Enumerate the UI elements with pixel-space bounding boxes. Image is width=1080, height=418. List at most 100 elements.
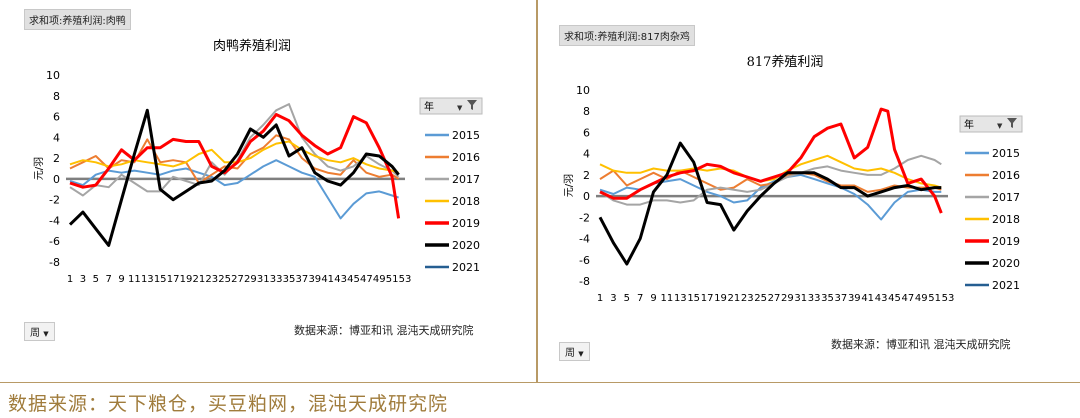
y-tick-label: 6: [583, 126, 590, 139]
x-tick-label: 47: [901, 293, 914, 304]
y-tick-label: 4: [583, 148, 590, 161]
x-tick-label: 9: [118, 274, 124, 285]
series-line-2016: [69, 134, 400, 184]
y-tick-label: 10: [46, 69, 60, 82]
legend-filter-header[interactable]: [959, 115, 1023, 133]
x-tick-label: 1: [67, 274, 73, 285]
chart-source-note: 数据来源：博亚和讯 混沌天成研究院: [831, 338, 1011, 351]
y-tick-label: -2: [579, 211, 590, 224]
y-tick-label: 8: [53, 90, 60, 103]
y-axis-label: 元/羽: [563, 174, 575, 197]
dropdown-icon[interactable]: ▼: [457, 104, 463, 112]
x-tick-label: 51: [928, 293, 941, 304]
x-tick-label: 15: [154, 274, 167, 285]
x-tick-label: 31: [257, 274, 270, 285]
legend-label[interactable]: 2021: [992, 279, 1020, 292]
x-tick-label: 43: [875, 293, 888, 304]
x-tick-label: 13: [141, 274, 154, 285]
series-line-2020: [68, 108, 400, 247]
legend-label[interactable]: 2019: [452, 217, 480, 230]
filter-icon[interactable]: [467, 100, 477, 110]
x-tick-label: 19: [714, 293, 727, 304]
filter-icon[interactable]: [1007, 118, 1017, 128]
x-tick-label: 17: [701, 293, 714, 304]
legend-label[interactable]: 2016: [992, 169, 1020, 182]
x-tick-label: 9: [650, 293, 656, 304]
y-tick-label: 0: [583, 190, 590, 203]
legend-label[interactable]: 2019: [992, 235, 1020, 248]
x-tick-label: 7: [105, 274, 111, 285]
x-tick-label: 7: [637, 293, 643, 304]
y-tick-label: -2: [49, 194, 60, 207]
chart-title: 817养殖利润: [747, 54, 824, 70]
y-tick-label: 0: [53, 173, 60, 186]
pivot-field-label[interactable]: 求和项:养殖利润:817肉杂鸡: [559, 25, 695, 46]
x-tick-label: 21: [727, 293, 740, 304]
pivot-field-label[interactable]: 求和项:养殖利润:肉鸭: [24, 9, 131, 30]
legend-header-label: 年: [964, 118, 974, 131]
legend-label[interactable]: 2021: [452, 261, 480, 274]
x-tick-label: 41: [321, 274, 334, 285]
x-tick-label: 35: [283, 274, 296, 285]
x-tick-label: 11: [128, 274, 141, 285]
period-filter-label: 周: [30, 328, 40, 339]
x-tick-label: 33: [270, 274, 283, 285]
y-tick-label: 6: [53, 111, 60, 124]
x-tick-label: 35: [821, 293, 834, 304]
legend-label[interactable]: 2020: [452, 239, 480, 252]
y-tick-label: -4: [579, 233, 590, 246]
y-tick-label: -4: [49, 214, 60, 227]
x-tick-label: 33: [808, 293, 821, 304]
series-line-2015: [69, 159, 399, 220]
period-filter-button[interactable]: 周 ▼: [559, 342, 590, 361]
chart-panel-duck: 求和项:养殖利润:肉鸭 肉鸭养殖利润 元/羽 -8 -6 -4 -2 0 2 4 6 8 10 1 3 5 7…: [0, 0, 537, 383]
series-line-2018: [599, 154, 942, 189]
legend-label[interactable]: 2016: [452, 151, 480, 164]
x-tick-label: 49: [915, 293, 928, 304]
x-tick-label: 27: [768, 293, 781, 304]
x-tick-label: 17: [167, 274, 180, 285]
x-tick-label: 29: [781, 293, 794, 304]
y-tick-label: -6: [579, 254, 590, 267]
series-line-2017: [69, 103, 400, 197]
x-tick-label: 45: [347, 274, 360, 285]
x-tick-label: 11: [661, 293, 674, 304]
x-tick-label: 45: [888, 293, 901, 304]
x-tick-label: 37: [296, 274, 309, 285]
legend-label[interactable]: 2017: [452, 173, 480, 186]
x-tick-label: 21: [192, 274, 205, 285]
x-tick-label: 41: [861, 293, 874, 304]
x-tick-label: 23: [205, 274, 218, 285]
x-tick-label: 3: [80, 274, 86, 285]
chart-title: 肉鸭养殖利润: [213, 38, 291, 54]
x-tick-label: 53: [942, 293, 955, 304]
x-tick-label: 25: [218, 274, 231, 285]
x-tick-label: 31: [794, 293, 807, 304]
legend-label[interactable]: 2017: [992, 191, 1020, 204]
series-line-2019: [599, 107, 943, 214]
dropdown-icon: ▼: [578, 350, 584, 358]
legend-label[interactable]: 2018: [992, 213, 1020, 226]
y-tick-label: -8: [49, 256, 60, 269]
legend-filter-header[interactable]: [419, 97, 483, 115]
y-axis-label: 元/羽: [33, 157, 45, 180]
legend-label[interactable]: 2018: [452, 195, 480, 208]
x-tick-label: 1: [597, 293, 603, 304]
x-tick-label: 51: [386, 274, 399, 285]
period-filter-button[interactable]: 周 ▼: [24, 322, 55, 341]
x-tick-label: 5: [624, 293, 630, 304]
y-tick-label: -6: [49, 235, 60, 248]
legend-label[interactable]: 2015: [992, 147, 1020, 160]
x-tick-label: 3: [610, 293, 616, 304]
legend-label[interactable]: 2015: [452, 129, 480, 142]
series-line-2019: [69, 113, 401, 219]
chart-source-note: 数据来源：博亚和讯 混沌天成研究院: [294, 324, 474, 337]
x-tick-label: 23: [741, 293, 754, 304]
x-tick-label: 37: [835, 293, 848, 304]
period-filter-label: 周: [565, 348, 575, 359]
dropdown-icon[interactable]: ▼: [997, 122, 1003, 130]
y-tick-label: 10: [576, 84, 590, 97]
legend-label[interactable]: 2020: [992, 257, 1020, 270]
x-tick-label: 25: [754, 293, 767, 304]
